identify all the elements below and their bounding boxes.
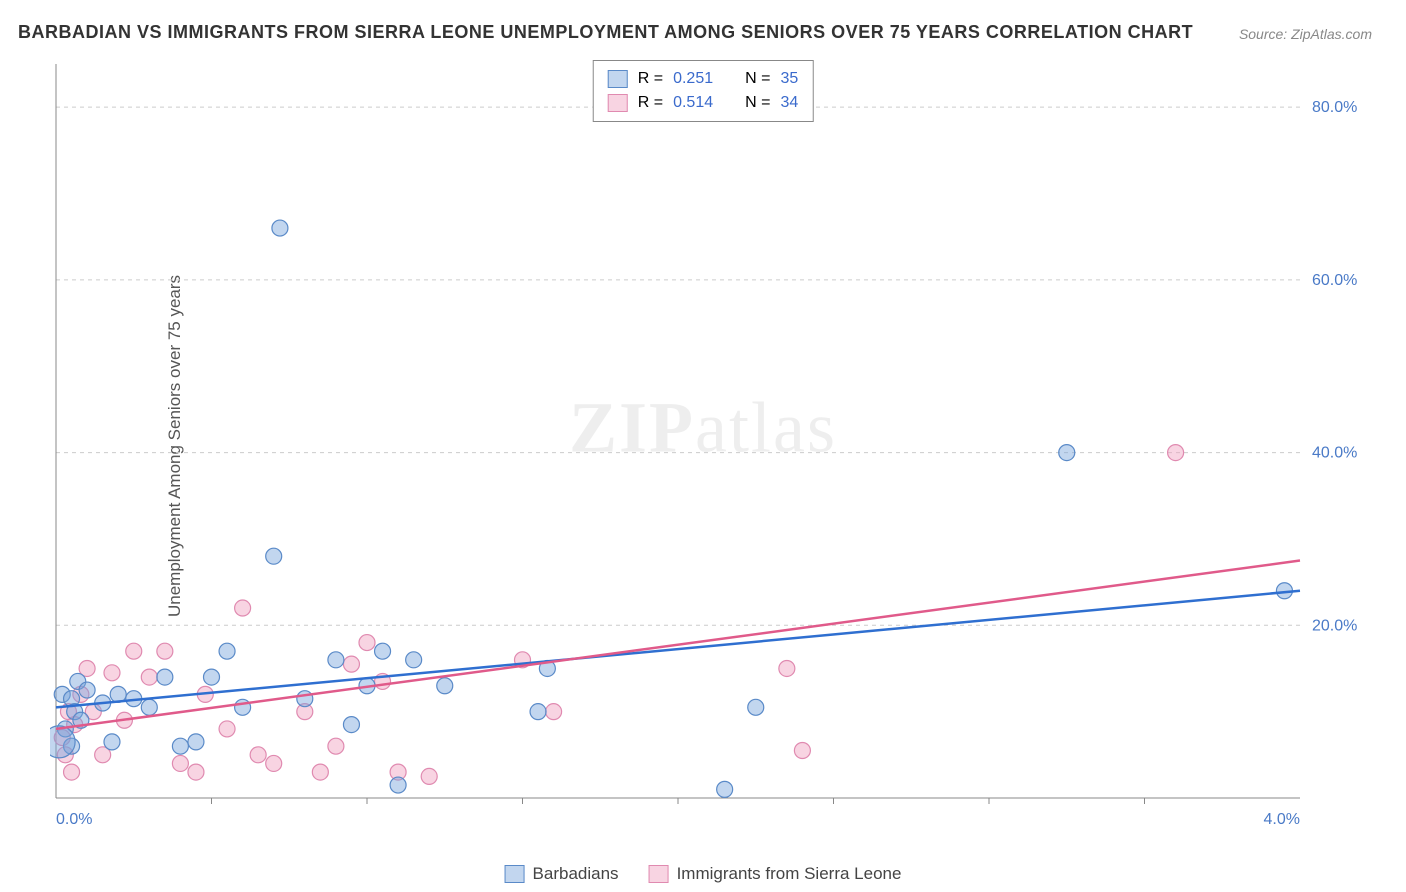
legend-label: Barbadians (533, 864, 619, 884)
stats-legend: R = 0.251 N = 35 R = 0.514 N = 34 (593, 60, 814, 122)
chart-svg: 20.0% 40.0% 60.0% 80.0% 0.0% 4.0% (50, 58, 1370, 838)
chart-title: BARBADIAN VS IMMIGRANTS FROM SIERRA LEON… (18, 22, 1193, 43)
swatch-blue-icon (505, 865, 525, 883)
svg-text:20.0%: 20.0% (1312, 617, 1357, 634)
stats-row: R = 0.251 N = 35 (608, 67, 799, 91)
legend-label: Immigrants from Sierra Leone (677, 864, 902, 884)
n-value: 35 (780, 70, 798, 88)
legend-item: Barbadians (505, 864, 619, 884)
n-label: N = (745, 70, 770, 88)
svg-text:0.0%: 0.0% (56, 811, 92, 828)
svg-text:4.0%: 4.0% (1264, 811, 1300, 828)
r-label: R = (638, 70, 663, 88)
series-legend: Barbadians Immigrants from Sierra Leone (505, 864, 902, 884)
svg-text:60.0%: 60.0% (1312, 272, 1357, 289)
plot-area: 20.0% 40.0% 60.0% 80.0% 0.0% 4.0% (50, 58, 1370, 838)
stats-row: R = 0.514 N = 34 (608, 91, 799, 115)
swatch-pink-icon (649, 865, 669, 883)
r-value: 0.514 (673, 94, 713, 112)
n-value: 34 (780, 94, 798, 112)
legend-item: Immigrants from Sierra Leone (649, 864, 902, 884)
source-label: Source: ZipAtlas.com (1239, 26, 1372, 42)
swatch-pink-icon (608, 94, 628, 112)
svg-text:40.0%: 40.0% (1312, 445, 1357, 462)
r-label: R = (638, 94, 663, 112)
n-label: N = (745, 94, 770, 112)
r-value: 0.251 (673, 70, 713, 88)
swatch-blue-icon (608, 70, 628, 88)
svg-text:80.0%: 80.0% (1312, 99, 1357, 116)
